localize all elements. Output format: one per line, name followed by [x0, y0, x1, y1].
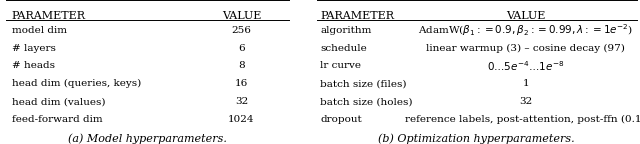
Text: reference labels, post-attention, post-ffn (0.1): reference labels, post-attention, post-f…: [406, 115, 640, 124]
Text: (b) Optimization hyperparameters.: (b) Optimization hyperparameters.: [378, 133, 575, 144]
Text: head dim (queries, keys): head dim (queries, keys): [12, 79, 141, 88]
Text: PARAMETER: PARAMETER: [12, 11, 86, 21]
Text: batch size (holes): batch size (holes): [320, 97, 413, 106]
Text: VALUE: VALUE: [506, 11, 545, 21]
Text: lr curve: lr curve: [320, 61, 361, 70]
Text: schedule: schedule: [320, 44, 367, 53]
Text: 1: 1: [522, 79, 529, 88]
Text: linear warmup (3) – cosine decay (97): linear warmup (3) – cosine decay (97): [426, 43, 625, 53]
Text: VALUE: VALUE: [221, 11, 261, 21]
Text: batch size (files): batch size (files): [320, 79, 406, 88]
Text: $0\ldots5e^{-4}\ldots1e^{-8}$: $0\ldots5e^{-4}\ldots1e^{-8}$: [487, 59, 564, 73]
Text: 256: 256: [232, 26, 252, 35]
Text: feed-forward dim: feed-forward dim: [12, 115, 102, 124]
Text: (a) Model hyperparameters.: (a) Model hyperparameters.: [68, 133, 227, 144]
Text: 6: 6: [238, 44, 244, 53]
Text: model dim: model dim: [12, 26, 67, 35]
Text: 32: 32: [235, 97, 248, 106]
Text: AdamW($\beta_1 := 0.9, \beta_2 := 0.99, \lambda := 1e^{-2}$): AdamW($\beta_1 := 0.9, \beta_2 := 0.99, …: [419, 22, 633, 38]
Text: PARAMETER: PARAMETER: [320, 11, 394, 21]
Text: algorithm: algorithm: [320, 26, 371, 35]
Text: head dim (values): head dim (values): [12, 97, 105, 106]
Text: 16: 16: [235, 79, 248, 88]
Text: 8: 8: [238, 61, 244, 70]
Text: # layers: # layers: [12, 44, 56, 53]
Text: 1024: 1024: [228, 115, 255, 124]
Text: 32: 32: [519, 97, 532, 106]
Text: dropout: dropout: [320, 115, 362, 124]
Text: # heads: # heads: [12, 61, 55, 70]
